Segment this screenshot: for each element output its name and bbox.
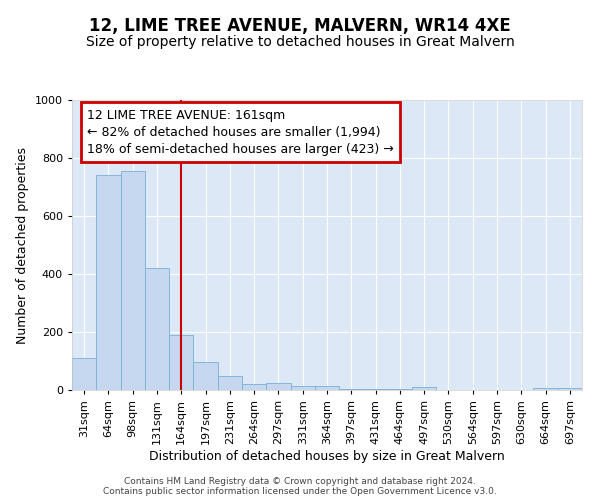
Bar xyxy=(96,176,121,390)
Bar xyxy=(558,388,582,390)
Text: Contains public sector information licensed under the Open Government Licence v3: Contains public sector information licen… xyxy=(103,487,497,496)
Text: 12, LIME TREE AVENUE, MALVERN, WR14 4XE: 12, LIME TREE AVENUE, MALVERN, WR14 4XE xyxy=(89,18,511,36)
Bar xyxy=(121,171,145,390)
Bar xyxy=(242,384,266,390)
Bar xyxy=(315,386,339,390)
Bar xyxy=(339,388,364,390)
Bar xyxy=(533,388,558,390)
X-axis label: Distribution of detached houses by size in Great Malvern: Distribution of detached houses by size … xyxy=(149,450,505,462)
Bar xyxy=(388,388,412,390)
Bar xyxy=(218,376,242,390)
Bar xyxy=(364,388,388,390)
Bar xyxy=(169,335,193,390)
Text: Contains HM Land Registry data © Crown copyright and database right 2024.: Contains HM Land Registry data © Crown c… xyxy=(124,477,476,486)
Bar xyxy=(193,362,218,390)
Bar xyxy=(412,387,436,390)
Y-axis label: Number of detached properties: Number of detached properties xyxy=(16,146,29,344)
Bar xyxy=(72,358,96,390)
Bar xyxy=(266,384,290,390)
Bar xyxy=(290,386,315,390)
Bar xyxy=(145,268,169,390)
Text: 12 LIME TREE AVENUE: 161sqm
← 82% of detached houses are smaller (1,994)
18% of : 12 LIME TREE AVENUE: 161sqm ← 82% of det… xyxy=(88,108,394,156)
Text: Size of property relative to detached houses in Great Malvern: Size of property relative to detached ho… xyxy=(86,35,514,49)
